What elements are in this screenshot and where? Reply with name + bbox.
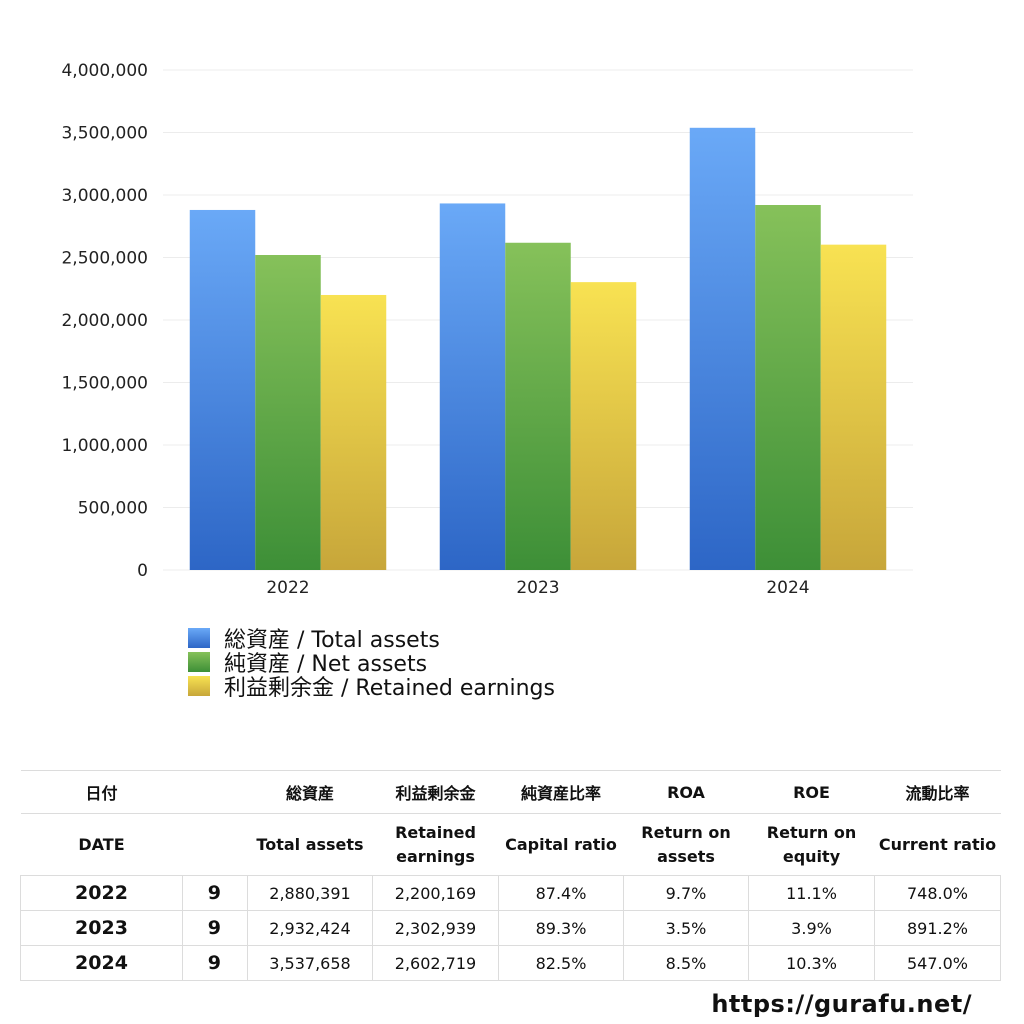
- y-axis: 0 500,000 1,000,000 1,500,000 2,000,000 2,500…: [61, 61, 148, 581]
- bars: [189, 127, 887, 571]
- bar-2024-series-2: [820, 244, 887, 570]
- header-cell: 流動比率: [874, 770, 1001, 814]
- legend-item-net-assets: 純資産 / Net assets: [188, 650, 555, 677]
- bar-2023-series-2: [570, 282, 637, 570]
- legend-label: 利益剰余金 / Retained earnings: [224, 676, 555, 701]
- header-cell: 利益剰余金: [372, 770, 499, 814]
- y-tick-label: 2,500,000: [61, 249, 148, 269]
- cell-current-ratio: 891.2%: [874, 910, 1001, 946]
- cell-total-assets: 2,932,424: [247, 910, 373, 946]
- y-tick-label: 4,000,000: [61, 61, 148, 81]
- cell-current-ratio: 547.0%: [874, 945, 1001, 981]
- cell-year: 2023: [20, 910, 183, 946]
- x-axis: 2022 2023 2024: [266, 578, 809, 598]
- cell-year: 2022: [20, 875, 183, 911]
- header-cell: Current ratio: [874, 813, 1001, 876]
- legend-item-retained-earnings: 利益剰余金 / Retained earnings: [188, 674, 555, 701]
- cell-roe: 3.9%: [748, 910, 875, 946]
- y-tick-label: 500,000: [78, 499, 148, 519]
- legend-label: 純資産 / Net assets: [224, 652, 428, 677]
- legend-item-total-assets: 総資産 / Total assets: [188, 626, 555, 653]
- table-row: 2023 9 2,932,424 2,302,939 89.3% 3.5% 3.…: [20, 910, 1001, 946]
- bar-2024-series-1: [755, 205, 821, 570]
- bar-chart: 0 500,000 1,000,000 1,500,000 2,000,000 2,500…: [61, 61, 913, 598]
- cell-retained-earnings: 2,602,719: [372, 945, 499, 981]
- y-tick-label: 3,000,000: [61, 186, 148, 206]
- cell-month: 9: [182, 945, 248, 981]
- cell-capital-ratio: 82.5%: [498, 945, 624, 981]
- cell-total-assets: 2,880,391: [247, 875, 373, 911]
- cell-roa: 8.5%: [623, 945, 749, 981]
- header-cell: 日付: [20, 770, 183, 814]
- header-cell: ROE: [748, 770, 875, 814]
- cell-capital-ratio: 87.4%: [498, 875, 624, 911]
- cell-current-ratio: 748.0%: [874, 875, 1001, 911]
- table-header-jp: 日付 総資産 利益剰余金 純資産比率 ROA ROE 流動比率: [20, 770, 1001, 814]
- table-header-en: DATE Total assets Retained earnings Capi…: [20, 813, 1001, 876]
- cell-retained-earnings: 2,200,169: [372, 875, 499, 911]
- header-cell: DATE: [20, 813, 183, 876]
- y-tick-label: 1,500,000: [61, 374, 148, 394]
- x-tick-label: 2022: [266, 578, 309, 598]
- y-tick-label: 2,000,000: [61, 311, 148, 331]
- legend: 総資産 / Total assets 純資産 / Net assets 利益剰余…: [188, 626, 555, 701]
- cell-month: 9: [182, 910, 248, 946]
- cell-roa: 9.7%: [623, 875, 749, 911]
- cell-roe: 10.3%: [748, 945, 875, 981]
- cell-total-assets: 3,537,658: [247, 945, 373, 981]
- cell-capital-ratio: 89.3%: [498, 910, 624, 946]
- legend-swatch: [188, 652, 210, 672]
- header-cell: [182, 770, 248, 814]
- cell-roa: 3.5%: [623, 910, 749, 946]
- source-url[interactable]: https://gurafu.net/: [711, 990, 972, 1018]
- bar-2023-series-1: [505, 242, 571, 570]
- cell-roe: 11.1%: [748, 875, 875, 911]
- y-tick-label: 3,500,000: [61, 124, 148, 144]
- header-cell: Total assets: [247, 813, 373, 876]
- legend-swatch: [188, 676, 210, 696]
- bar-2022-series-0: [189, 209, 256, 571]
- bar-2024-series-0: [689, 127, 756, 570]
- header-cell: Retained earnings: [372, 813, 499, 876]
- bar-2022-series-1: [255, 255, 321, 570]
- cell-month: 9: [182, 875, 248, 911]
- y-tick-label: 1,000,000: [61, 436, 148, 456]
- header-cell: Return on assets: [623, 813, 749, 876]
- cell-retained-earnings: 2,302,939: [372, 910, 499, 946]
- legend-swatch: [188, 628, 210, 648]
- header-cell: [182, 813, 248, 876]
- header-cell: 総資産: [247, 770, 373, 814]
- header-cell: Return on equity: [748, 813, 875, 876]
- table-row: 2022 9 2,880,391 2,200,169 87.4% 9.7% 11…: [20, 875, 1001, 911]
- financial-table: 日付 総資産 利益剰余金 純資産比率 ROA ROE 流動比率 DATE Tot…: [20, 770, 1001, 981]
- cell-year: 2024: [20, 945, 183, 981]
- header-cell: Capital ratio: [498, 813, 624, 876]
- x-tick-label: 2024: [766, 578, 809, 598]
- header-cell: 純資産比率: [498, 770, 624, 814]
- header-cell: ROA: [623, 770, 749, 814]
- table-row: 2024 9 3,537,658 2,602,719 82.5% 8.5% 10…: [20, 945, 1001, 981]
- bar-2023-series-0: [439, 203, 506, 570]
- y-tick-label: 0: [137, 561, 148, 581]
- legend-label: 総資産 / Total assets: [224, 628, 440, 653]
- x-tick-label: 2023: [516, 578, 559, 598]
- bar-2022-series-2: [320, 294, 387, 570]
